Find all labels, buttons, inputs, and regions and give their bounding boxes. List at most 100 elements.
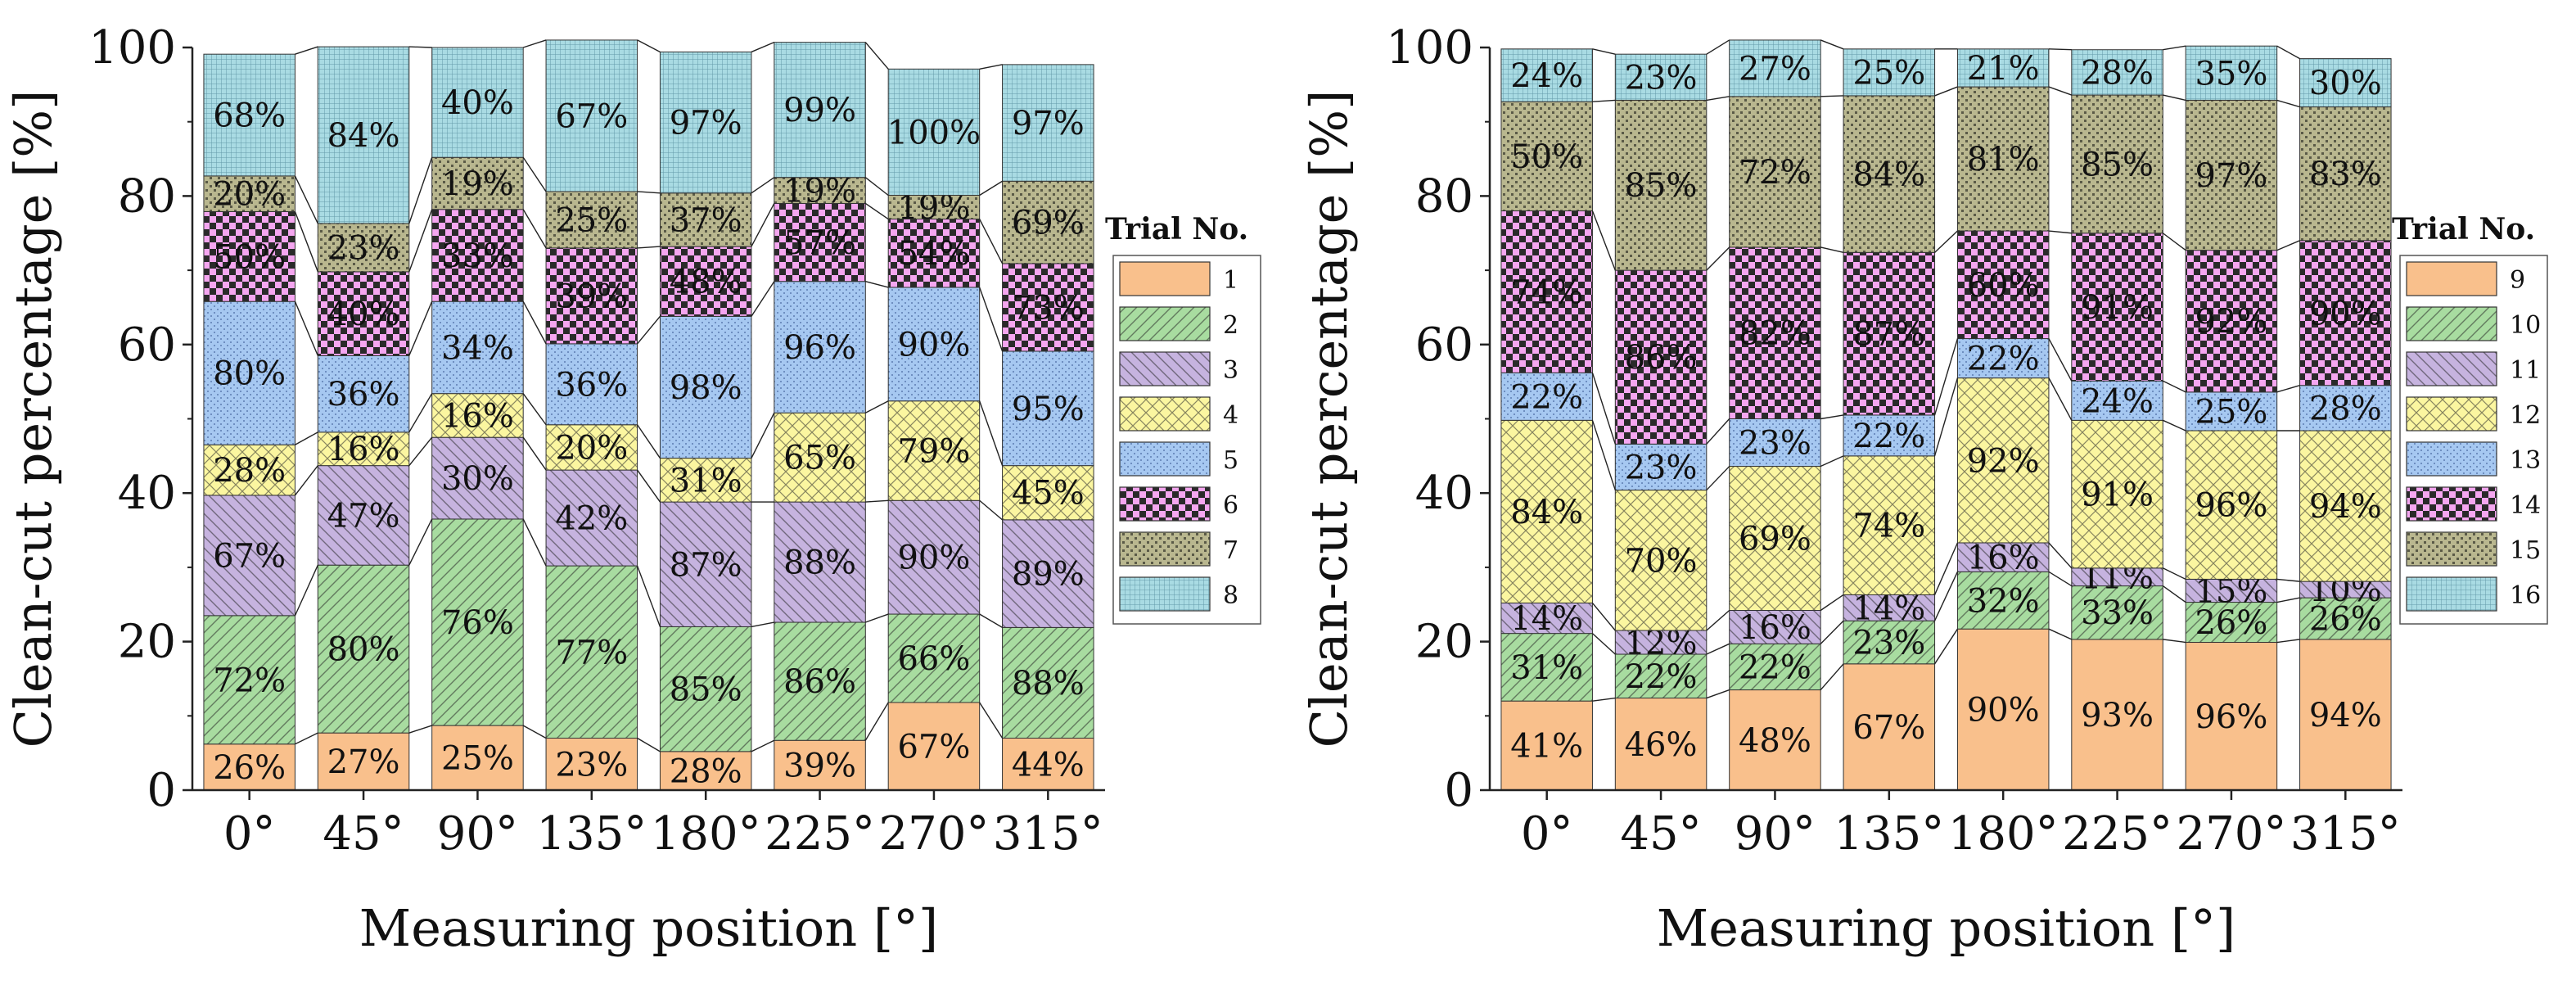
data-label-trial-8-6: 99% [783, 92, 856, 129]
connector-line [408, 725, 432, 734]
data-label-trial-5-6: 96% [783, 329, 856, 367]
bar-segment-trial-8-8 [1002, 64, 1094, 182]
bar-segment-trial-14-4 [1843, 251, 1936, 416]
connector-line [2276, 578, 2300, 582]
x-axis-title: Measuring position [°] [1657, 898, 2235, 958]
bar-segment-trial-13-3 [1729, 418, 1821, 468]
data-label-trial-7-4: 25% [555, 201, 628, 239]
data-label-trial-4-6: 65% [783, 440, 856, 477]
bar-segment-trial-13-7 [2185, 391, 2278, 432]
bar-segment-trial-6-4 [545, 247, 638, 345]
legend-label-trial-5: 5 [1223, 446, 1238, 475]
bar-segment-trial-2-3 [431, 518, 524, 726]
data-label-trial-16-5: 21% [1967, 50, 2040, 88]
connector-line [1706, 466, 1730, 491]
data-label-trial-7-1: 20% [213, 176, 286, 214]
data-label-trial-2-7: 66% [897, 640, 970, 678]
data-label-trial-16-1: 24% [1510, 57, 1583, 95]
data-label-trial-6-4: 39% [555, 278, 628, 315]
data-label-trial-8-8: 97% [1012, 105, 1085, 142]
data-label-trial-16-3: 27% [1739, 50, 1811, 88]
bar-segment-trial-12-1 [1500, 419, 1593, 603]
data-label-trial-14-5: 60% [1967, 267, 2040, 305]
x-axis-title: Measuring position [°] [359, 898, 938, 958]
data-label-trial-12-1: 84% [1510, 494, 1583, 531]
bar-segment-trial-14-6 [2071, 233, 2163, 382]
bar-segment-trial-13-1 [1500, 372, 1593, 421]
data-label-trial-14-1: 74% [1510, 273, 1583, 311]
data-label-trial-2-1: 72% [213, 662, 286, 699]
connector-line [408, 300, 433, 356]
data-label-trial-6-3: 33% [441, 237, 514, 275]
legend-swatch-trial-12 [2406, 396, 2497, 432]
legend-label-trial-12: 12 [2510, 401, 2541, 430]
legend-swatch-trial-14 [2406, 486, 2497, 522]
bar-segment-trial-7-7 [887, 194, 981, 220]
data-label-trial-6-6: 57% [783, 224, 856, 262]
data-label-trial-7-6: 19% [783, 173, 856, 210]
connector-line [751, 281, 775, 317]
data-label-trial-15-1: 50% [1510, 138, 1583, 176]
data-label-trial-11-3: 16% [1739, 609, 1811, 647]
connector-line [2048, 230, 2072, 234]
legend-swatch-trial-15 [2406, 531, 2497, 567]
legend-label-trial-3: 3 [1223, 356, 1238, 385]
data-label-trial-5-8: 95% [1012, 391, 1085, 428]
bar-segment-trial-10-2 [1614, 653, 1708, 699]
connector-line [294, 175, 318, 224]
data-label-trial-15-3: 72% [1739, 154, 1811, 192]
bar-segment-trial-16-7 [2185, 45, 2278, 101]
data-label-trial-12-3: 69% [1739, 521, 1811, 558]
connector-line [295, 432, 318, 445]
data-label-trial-11-4: 14% [1852, 590, 1925, 627]
connector-line [2048, 571, 2073, 587]
connector-line [2163, 567, 2186, 581]
x-tick-label: 45° [1620, 807, 1701, 861]
bar-segment-trial-15-1 [1500, 101, 1593, 212]
data-label-trial-15-4: 84% [1852, 156, 1925, 194]
connector-line [2163, 45, 2186, 51]
connector-line [1706, 689, 1730, 699]
data-label-trial-16-7: 35% [2195, 55, 2267, 93]
bar-segment-trial-11-2 [1614, 630, 1708, 655]
bar-segment-trial-13-6 [2071, 380, 2163, 421]
data-label-trial-15-7: 97% [2195, 157, 2267, 195]
bar-segment-trial-5-2 [317, 355, 410, 433]
connector-line [1706, 643, 1730, 655]
bar-segment-trial-3-7 [887, 499, 981, 615]
bar-segment-trial-11-3 [1729, 610, 1821, 644]
data-label-trial-14-2: 86% [1625, 339, 1698, 377]
bar-segment-trial-6-1 [203, 210, 295, 302]
data-label-trial-2-2: 80% [327, 631, 400, 669]
bar-segment-trial-7-8 [1002, 180, 1094, 264]
connector-line [1933, 338, 1959, 416]
x-tick-label: 45° [323, 807, 404, 861]
data-label-trial-7-5: 37% [670, 201, 742, 239]
y-tick-label: 100 [1386, 21, 1473, 75]
bar-segment-trial-1-1 [203, 743, 295, 791]
data-label-trial-13-6: 24% [2081, 382, 2154, 420]
bar-segment-trial-6-5 [659, 246, 752, 317]
y-tick-label: 60 [118, 319, 176, 372]
bar-segment-trial-5-5 [659, 315, 752, 459]
connector-line [751, 621, 774, 628]
bar-segment-trial-9-8 [2299, 639, 2392, 791]
connector-line [1591, 210, 1616, 271]
legend-label-trial-9: 9 [2510, 266, 2525, 295]
connector-line [1706, 39, 1730, 55]
connector-line [522, 393, 547, 426]
bar-segment-trial-16-4 [1843, 48, 1936, 97]
connector-line [2163, 639, 2186, 644]
connector-line [1820, 455, 1844, 468]
connector-line [751, 739, 775, 752]
data-label-trial-13-2: 23% [1625, 449, 1698, 486]
data-label-trial-1-4: 23% [555, 746, 628, 784]
connector-line [1592, 48, 1616, 55]
data-label-trial-2-5: 85% [670, 671, 742, 709]
bar-segment-trial-4-4 [545, 424, 638, 471]
connector-line [1820, 620, 1844, 644]
connector-line [1706, 418, 1730, 445]
connector-line [1933, 377, 1959, 457]
bar-segment-trial-3-4 [545, 469, 638, 567]
data-label-trial-8-2: 84% [327, 117, 400, 155]
